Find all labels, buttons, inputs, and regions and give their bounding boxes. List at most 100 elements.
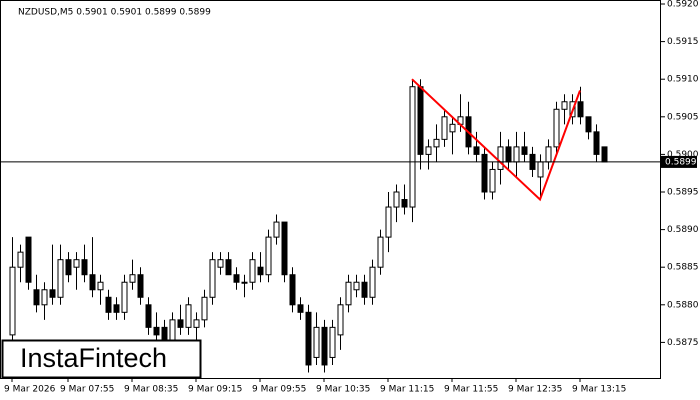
x-tick-label: 9 Mar 09:55 — [252, 385, 306, 395]
x-tick-label: 9 Mar 07:55 — [60, 385, 114, 395]
candle-body — [417, 86, 424, 155]
candle-body — [321, 326, 328, 366]
x-tick-label: 9 Mar 12:35 — [508, 385, 562, 395]
candle-body — [249, 259, 256, 283]
candle-body — [433, 138, 440, 148]
x-tick-label: 9 Mar 13:15 — [572, 385, 626, 395]
candle-body — [177, 319, 184, 328]
y-tick-label: 0.5910 — [667, 75, 699, 85]
candle-body — [489, 168, 496, 193]
candle-body — [233, 274, 240, 283]
pattern-line — [411, 78, 581, 202]
x-tick-label: 9 Mar 11:15 — [380, 385, 434, 395]
candle-body — [345, 281, 352, 306]
plot — [9, 78, 608, 373]
candle-body — [409, 86, 416, 208]
candle-body — [337, 304, 344, 336]
candle-body — [313, 326, 320, 358]
candle-body — [41, 289, 48, 306]
candle-body — [169, 319, 176, 343]
price-label: 0.5899 — [665, 157, 697, 167]
y-tick-label: 0.5885 — [667, 263, 699, 273]
candle-body — [9, 266, 16, 336]
candle-body — [481, 153, 488, 193]
x-tick-label: 9 Mar 08:35 — [124, 385, 178, 395]
candle-body — [265, 236, 272, 276]
candle-body — [73, 259, 80, 268]
candle-body — [241, 281, 248, 284]
candle-body — [25, 236, 32, 283]
candle-body — [425, 146, 432, 155]
candle-body — [113, 304, 120, 313]
candle-body — [81, 259, 88, 276]
candle-body — [105, 296, 112, 313]
y-tick-label: 0.5915 — [667, 37, 699, 47]
candle-body — [593, 131, 600, 155]
candle-body — [393, 191, 400, 208]
candle-body — [449, 123, 456, 133]
candle-body — [145, 304, 152, 328]
x-tick-label: 9 Mar 09:15 — [188, 385, 242, 395]
candle-body — [193, 319, 200, 328]
y-tick-label: 0.5880 — [667, 300, 699, 310]
candle-body — [561, 101, 568, 110]
candle-body — [497, 146, 504, 170]
candle-body — [537, 161, 544, 178]
candle-body — [289, 274, 296, 306]
x-tick-label: 9 Mar 2026 — [4, 385, 56, 395]
y-tick-label: 0.5900 — [667, 150, 699, 160]
price-box — [661, 155, 697, 168]
candle-body — [441, 116, 448, 140]
candle-body — [473, 146, 480, 155]
logo: InstaFintech — [20, 343, 167, 373]
candle-body — [545, 146, 552, 163]
candle-body — [257, 266, 264, 276]
candle-body — [377, 236, 384, 268]
candle-body — [601, 146, 608, 163]
candle-body — [385, 206, 392, 238]
candle-body — [89, 274, 96, 291]
candle-body — [33, 289, 40, 306]
candle-body — [209, 259, 216, 298]
y-tick-label: 0.5905 — [667, 112, 699, 122]
candle-body — [153, 326, 160, 336]
candle-body — [577, 101, 584, 118]
candle-body — [553, 108, 560, 148]
plot-frame — [0, 0, 661, 379]
candle-body — [129, 274, 136, 283]
candle-body — [353, 281, 360, 291]
candle-body — [49, 289, 56, 298]
candle-body — [297, 304, 304, 313]
candle-body — [97, 281, 104, 291]
candle-body — [369, 266, 376, 298]
y-tick-label: 0.5875 — [667, 338, 699, 348]
candle-body — [505, 146, 512, 163]
candle-body — [329, 326, 336, 358]
candle-body — [57, 259, 64, 298]
candle-body — [401, 199, 408, 208]
y-tick-label: 0.5890 — [667, 225, 699, 235]
candle-body — [273, 221, 280, 238]
chart-title: NZDUSD,M5 0.5901 0.5901 0.5899 0.5899 — [18, 8, 211, 18]
x-tick-label: 9 Mar 11:55 — [444, 385, 498, 395]
candle-body — [201, 296, 208, 321]
candle-body — [65, 259, 72, 276]
candle-body — [121, 281, 128, 313]
candle-body — [17, 251, 24, 268]
candle-body — [281, 221, 288, 276]
candle-body — [585, 116, 592, 133]
candle-body — [305, 311, 312, 366]
y-tick-label: 0.5920 — [667, 0, 699, 10]
candle-body — [361, 281, 368, 298]
y-tick-label: 0.5895 — [667, 188, 699, 198]
x-tick-label: 9 Mar 10:35 — [316, 385, 370, 395]
candle-body — [513, 146, 520, 163]
candle-body — [521, 146, 528, 155]
candle-body — [225, 259, 232, 276]
candle-body — [185, 304, 192, 328]
candle-body — [217, 259, 224, 268]
candle-body — [137, 274, 144, 298]
logo-box — [1, 339, 202, 379]
